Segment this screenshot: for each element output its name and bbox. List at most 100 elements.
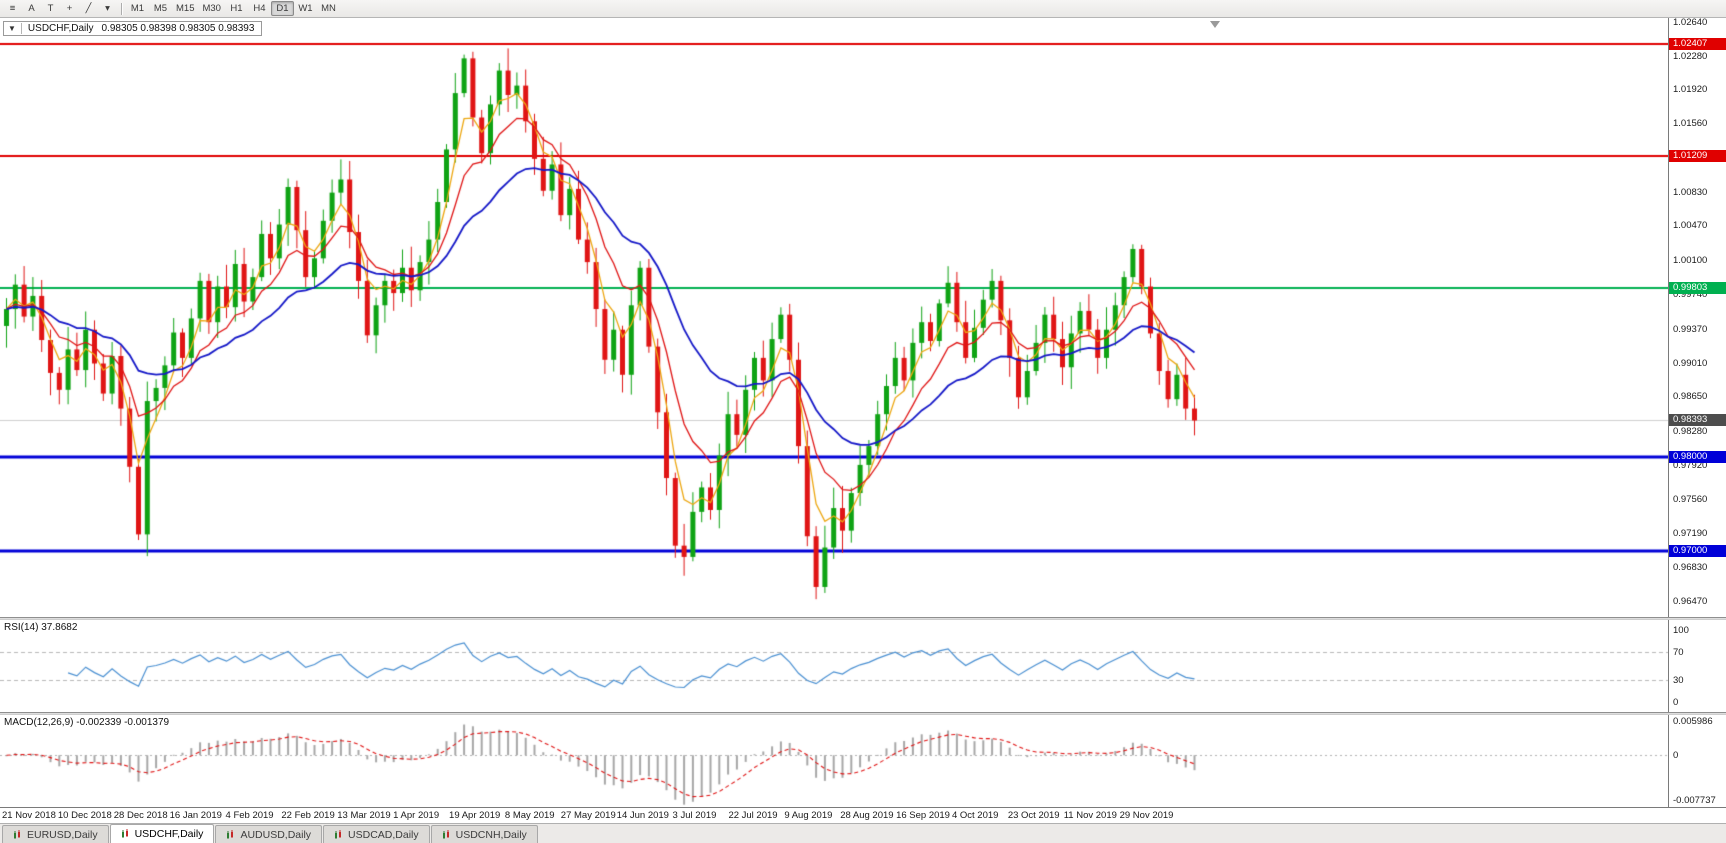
price-tick-label: 0.97560 — [1673, 493, 1708, 505]
level-price-label: 0.98000 — [1669, 451, 1726, 464]
price-tick-label: 1.01560 — [1673, 118, 1708, 130]
macd-scale[interactable]: 0.005986 0 -0.007737 — [1668, 715, 1726, 807]
date-axis[interactable]: 21 Nov 2018 10 Dec 2018 28 Dec 2018 16 Jan … — [0, 807, 1726, 823]
panel-splitter[interactable] — [0, 712, 1726, 715]
price-tick-label: 0.98650 — [1673, 391, 1708, 403]
rsi-tick-label: 30 — [1673, 675, 1684, 687]
tool-buttons: ≡ A T + ╱ ▾ — [3, 1, 117, 16]
price-tick-label: 0.99740 — [1673, 289, 1708, 301]
chart-tab-audusd-daily[interactable]: AUDUSD,Daily — [215, 825, 323, 843]
candlestick-chart-icon — [442, 829, 451, 840]
price-chart-canvas[interactable] — [0, 18, 1668, 617]
price-tick-label: 0.97920 — [1673, 459, 1708, 471]
level-price-label: 1.01209 — [1669, 150, 1726, 163]
rsi-canvas[interactable] — [0, 620, 1668, 712]
macd-canvas[interactable] — [0, 715, 1668, 807]
timeframe-buttons: M1 M5 M15 M30 H1 H4 D1 W1 MN — [126, 1, 340, 16]
timeframe-M30[interactable]: M30 — [202, 3, 221, 14]
price-tick-label: 1.02280 — [1673, 50, 1708, 62]
chart-tab-label: USDCHF,Daily — [134, 828, 204, 840]
timeframe-D1[interactable]: D1 — [270, 1, 294, 16]
chart-tab-usdcad-daily[interactable]: USDCAD,Daily — [323, 825, 430, 843]
date-label: 28 Aug 2019 — [840, 810, 894, 821]
macd-tick-label: -0.007737 — [1673, 794, 1716, 806]
date-label: 4 Oct 2019 — [951, 810, 999, 821]
date-label: 29 Nov 2019 — [1119, 810, 1174, 821]
date-label: 22 Jul 2019 — [728, 810, 778, 821]
timeframe-H1[interactable]: H1 — [230, 3, 243, 14]
price-tick-label: 0.96470 — [1673, 596, 1708, 608]
price-tick-label: 0.97190 — [1673, 528, 1708, 540]
date-label: 8 May 2019 — [504, 810, 555, 821]
tools-dropdown-icon[interactable]: ▾ — [105, 3, 110, 14]
date-label: 28 Dec 2018 — [113, 810, 168, 821]
level-price-label: 0.99803 — [1669, 282, 1726, 295]
price-tick-label: 0.98280 — [1673, 426, 1708, 438]
date-label: 19 Apr 2019 — [449, 810, 501, 821]
chart-list-icon[interactable]: ≡ — [9, 3, 16, 14]
macd-tick-label: 0 — [1673, 750, 1679, 762]
current-price-label: 0.98393 — [1669, 414, 1726, 427]
price-tick-label: 1.01920 — [1673, 84, 1708, 96]
date-label: 1 Apr 2019 — [393, 810, 440, 821]
chart-shift-marker[interactable] — [1210, 21, 1220, 28]
date-label: 9 Aug 2019 — [784, 810, 833, 821]
rsi-scale[interactable]: 100 70 30 0 — [1668, 620, 1726, 712]
main-chart-panel: 1.02640 1.02280 1.01920 1.01560 1.00830 1.004… — [0, 18, 1726, 617]
timeframe-M1[interactable]: M1 — [130, 3, 145, 14]
crosshair-tool-icon[interactable]: + — [66, 3, 73, 14]
price-scale[interactable]: 1.02640 1.02280 1.01920 1.01560 1.00830 1.004… — [1668, 18, 1726, 617]
timeframe-H4[interactable]: H4 — [253, 3, 266, 14]
rsi-tick-label: 100 — [1673, 625, 1689, 637]
date-label: 10 Dec 2018 — [57, 810, 112, 821]
price-tick-label: 0.96830 — [1673, 562, 1708, 574]
chart-tab-eurusd-daily[interactable]: EURUSD,Daily — [2, 825, 109, 843]
ohlc-values: 0.98305 0.98398 0.98305 0.98393 — [101, 23, 255, 34]
trendline-tool-icon[interactable]: ╱ — [85, 3, 92, 14]
date-label: 16 Jan 2019 — [169, 810, 222, 821]
date-label: 22 Feb 2019 — [281, 810, 335, 821]
title-divider — [20, 23, 22, 34]
timeframe-MN[interactable]: MN — [321, 3, 336, 14]
cursor-tool-icon[interactable]: A — [28, 3, 35, 14]
chart-tab-bar: EURUSD,Daily USDCHF,Daily AUDUSD,Daily USDC… — [0, 823, 1726, 843]
chart-tab-label: EURUSD,Daily — [27, 828, 98, 841]
price-tick-label: 0.99010 — [1673, 357, 1708, 369]
candlestick-chart-icon — [334, 829, 343, 840]
chart-tab-usdcnh-daily[interactable]: USDCNH,Daily — [430, 825, 538, 843]
level-price-label: 1.02407 — [1669, 37, 1726, 50]
rsi-label: RSI(14) 37.8682 — [4, 622, 78, 633]
chart-title-box: ▼ USDCHF,Daily 0.98305 0.98398 0.98305 0… — [3, 21, 263, 36]
macd-tick-label: 0.005986 — [1673, 715, 1713, 727]
date-label: 27 May 2019 — [560, 810, 616, 821]
timeframe-W1[interactable]: W1 — [298, 3, 313, 14]
candlestick-chart-icon — [13, 829, 22, 840]
date-label: 23 Oct 2019 — [1007, 810, 1060, 821]
macd-label: MACD(12,26,9) -0.002339 -0.001379 — [4, 717, 170, 728]
timeframe-M5[interactable]: M5 — [153, 3, 168, 14]
date-label: 14 Jun 2019 — [616, 810, 669, 821]
text-tool-icon[interactable]: T — [47, 3, 54, 14]
chart-tab-label: USDCAD,Daily — [348, 828, 419, 841]
chart-tab-usdchf-daily[interactable]: USDCHF,Daily — [109, 824, 215, 843]
rsi-tick-label: 0 — [1673, 696, 1679, 708]
date-label: 13 Mar 2019 — [337, 810, 391, 821]
price-tick-label: 1.00830 — [1673, 186, 1708, 198]
candlestick-chart-icon — [121, 829, 130, 839]
macd-panel: 0.005986 0 -0.007737 MACD(12,26,9) -0.0023… — [0, 715, 1726, 807]
candlestick-chart-icon — [226, 829, 235, 840]
date-label: 4 Feb 2019 — [225, 810, 274, 821]
date-label: 11 Nov 2019 — [1063, 810, 1117, 821]
timeframe-M15[interactable]: M15 — [176, 3, 195, 14]
chart-tab-label: USDCNH,Daily — [455, 828, 527, 841]
rsi-panel: 100 70 30 0 RSI(14) 37.8682 — [0, 620, 1726, 712]
toolbar-separator — [121, 2, 122, 15]
toolbar: ≡ A T + ╱ ▾ M1 M5 M15 M30 H1 H4 D1 W1 MN — [0, 0, 1726, 18]
chart-tab-label: AUDUSD,Daily — [240, 828, 312, 841]
price-tick-label: 1.00100 — [1673, 255, 1708, 267]
level-price-label: 0.97000 — [1669, 545, 1726, 558]
panel-splitter[interactable] — [0, 617, 1726, 620]
collapse-arrow-icon[interactable]: ▼ — [8, 24, 16, 33]
symbol-period-label: USDCHF,Daily — [27, 23, 94, 34]
